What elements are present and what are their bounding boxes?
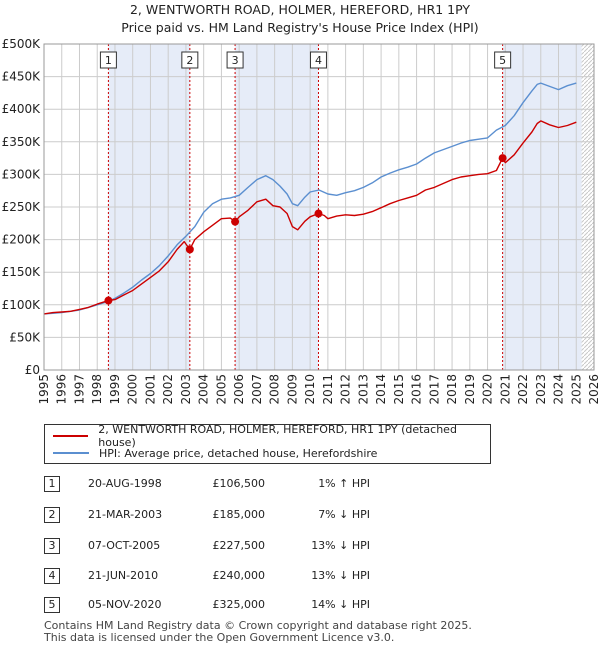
legend-label-property: 2, WENTWORTH ROAD, HOLMER, HEREFORD, HR1… [98, 423, 457, 449]
x-tick-label: 2015 [392, 374, 406, 405]
transaction-price: £325,000 [212, 598, 266, 611]
transaction-number: 5 [44, 597, 60, 613]
x-tick-label: 2003 [179, 374, 193, 405]
x-tick-label: 2010 [303, 374, 317, 405]
transaction-number: 1 [44, 476, 60, 492]
transaction-row: 3 07-OCT-2005 £227,500 13% ↓ HPI [0, 538, 600, 558]
sale-number-box [181, 51, 199, 69]
x-tick-label: 2026 [587, 374, 600, 405]
transaction-price: £106,500 [212, 477, 266, 490]
legend-swatch-property [53, 435, 89, 437]
y-tick-label: £150K [2, 265, 42, 279]
x-tick-label: 2000 [126, 374, 140, 405]
x-tick-label: 2011 [321, 374, 335, 405]
transaction-price: £185,000 [212, 508, 266, 521]
transaction-row: 1 20-AUG-1998 £106,500 1% ↑ HPI [0, 476, 600, 496]
sale-number-box [226, 51, 244, 69]
transaction-number: 3 [44, 538, 60, 554]
x-tick-label: 2001 [143, 374, 157, 405]
transaction-hpi-diff: 14% ↓ HPI [311, 598, 370, 611]
transaction-date: 05-NOV-2020 [88, 598, 162, 611]
y-tick-label: £300K [2, 167, 42, 181]
x-tick-label: 1997 [72, 374, 86, 405]
chart-title-line2: Price paid vs. HM Land Registry's House … [121, 20, 479, 35]
y-tick-label: £400K [2, 102, 42, 116]
legend-label-hpi: HPI: Average price, detached house, Here… [99, 446, 378, 460]
transaction-date: 21-JUN-2010 [88, 569, 159, 582]
sale-number-box [99, 51, 117, 69]
x-tick-label: 2020 [481, 374, 495, 405]
sale-point [185, 245, 194, 254]
footer-licence: This data is licensed under the Open Gov… [44, 631, 395, 644]
transaction-hpi-diff: 7% ↓ HPI [318, 508, 370, 521]
transaction-price: £227,500 [212, 539, 266, 552]
y-tick-label: £250K [2, 200, 42, 214]
price-chart: 1 2 3 4 5 £0 £50K £100K £150K £200K £250K £300K £35… [2, 37, 600, 405]
sale-point [231, 217, 240, 226]
transaction-row: 4 21-JUN-2010 £240,000 13% ↓ HPI [0, 568, 600, 588]
x-tick-label: 2024 [552, 374, 566, 405]
y-tick-label: £350K [2, 135, 42, 149]
x-tick-label: 2005 [214, 374, 228, 405]
x-tick-label: 1995 [37, 374, 51, 405]
sale-number-box [309, 51, 327, 69]
sale-number-label: 2 [186, 54, 193, 67]
legend-swatch-hpi [53, 452, 89, 454]
x-tick-label: 2021 [498, 374, 512, 405]
sale-point [314, 209, 323, 218]
y-tick-label: £200K [2, 233, 42, 247]
transaction-number: 4 [44, 568, 60, 584]
y-tick-label: £100K [2, 298, 42, 312]
sale-number-label: 1 [105, 54, 112, 67]
y-tick-label: £500K [2, 37, 42, 51]
x-tick-label: 2006 [232, 374, 246, 405]
x-tick-label: 2009 [285, 374, 299, 405]
hpi-series-line [43, 82, 577, 315]
transaction-date: 20-AUG-1998 [88, 477, 162, 490]
sale-number-box [494, 51, 512, 69]
property-series-line [43, 120, 577, 315]
transaction-date: 07-OCT-2005 [88, 539, 161, 552]
x-tick-label: 2017 [427, 374, 441, 405]
transaction-hpi-diff: 1% ↑ HPI [318, 477, 370, 490]
x-tick-label: 2022 [516, 374, 530, 405]
transaction-date: 21-MAR-2003 [88, 508, 163, 521]
transaction-price: £240,000 [212, 569, 266, 582]
x-tick-label: 2018 [445, 374, 459, 405]
transaction-hpi-diff: 13% ↓ HPI [311, 569, 370, 582]
x-tick-label: 2025 [569, 374, 583, 405]
y-tick-label: £50K [9, 330, 41, 344]
y-tick-label: £450K [2, 70, 42, 84]
sale-number-label: 3 [232, 54, 239, 67]
x-tick-label: 2002 [161, 374, 175, 405]
sale-number-label: 5 [499, 54, 506, 67]
x-tick-label: 2023 [534, 374, 548, 405]
plot-frame [43, 43, 595, 371]
x-tick-label: 2013 [356, 374, 370, 405]
x-tick-label: 2019 [463, 374, 477, 405]
transaction-hpi-diff: 13% ↓ HPI [311, 539, 370, 552]
x-tick-label: 2016 [410, 374, 424, 405]
x-tick-label: 2014 [374, 374, 388, 405]
chart-title-line1: 2, WENTWORTH ROAD, HOLMER, HEREFORD, HR1… [129, 2, 471, 17]
y-tick-label: £0 [25, 363, 40, 377]
sale-point [104, 296, 113, 305]
transaction-row: 5 05-NOV-2020 £325,000 14% ↓ HPI [0, 597, 600, 617]
x-tick-label: 2004 [197, 374, 211, 405]
sale-number-label: 4 [315, 54, 322, 67]
x-tick-label: 1996 [55, 374, 69, 405]
footer-copyright: Contains HM Land Registry data © Crown c… [44, 619, 472, 632]
x-tick-label: 1999 [108, 374, 122, 405]
x-tick-label: 2008 [268, 374, 282, 405]
transaction-number: 2 [44, 507, 60, 523]
legend-item-property: 2, WENTWORTH ROAD, HOLMER, HEREFORD, HR1… [53, 423, 490, 449]
legend-item-hpi: HPI: Average price, detached house, Here… [53, 446, 377, 460]
x-tick-label: 2012 [339, 374, 353, 405]
x-tick-label: 2007 [250, 374, 264, 405]
transaction-row: 2 21-MAR-2003 £185,000 7% ↓ HPI [0, 507, 600, 527]
sale-point [498, 154, 507, 163]
x-tick-label: 1998 [90, 374, 104, 405]
legend: 2, WENTWORTH ROAD, HOLMER, HEREFORD, HR1… [44, 423, 491, 464]
